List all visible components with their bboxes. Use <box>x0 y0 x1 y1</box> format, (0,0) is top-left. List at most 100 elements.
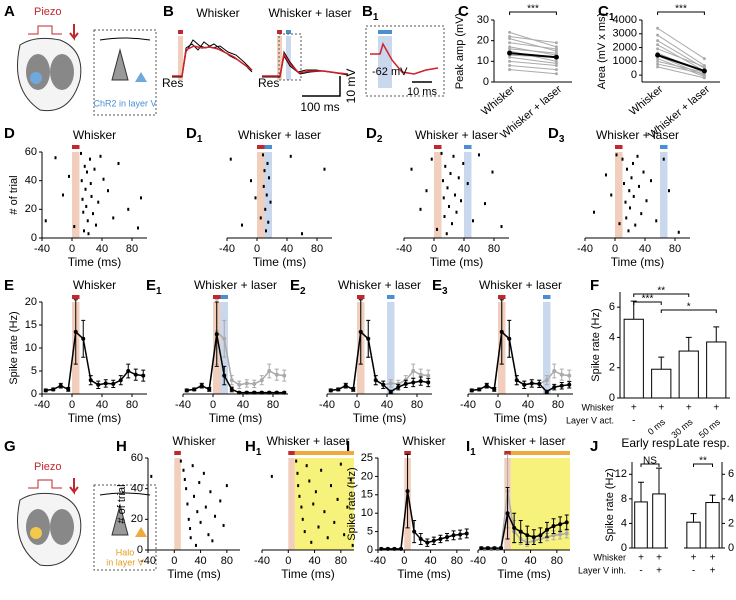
piezo-label: Piezo <box>34 6 62 18</box>
rate-point <box>351 387 356 392</box>
pair-point <box>656 26 660 30</box>
spike <box>266 161 269 165</box>
spike <box>140 196 142 200</box>
x-axis-label: Time (ms) <box>68 255 122 269</box>
rate-point <box>484 383 489 388</box>
panel-label: C1 <box>598 3 615 23</box>
rate-point <box>229 387 234 392</box>
schematic-g: G Piezo Halo in layer V <box>4 438 157 571</box>
panel-subscript: 2 <box>300 286 306 297</box>
row-value: + <box>658 403 664 414</box>
spike <box>314 490 317 494</box>
spike <box>127 207 130 211</box>
rate-point <box>537 381 542 386</box>
y-tick-label: 20 <box>477 35 489 47</box>
rate-point <box>418 536 423 541</box>
x-tick-label: 40 <box>424 555 436 567</box>
chart-title: Whisker <box>172 434 215 448</box>
x-tick-label: 0 <box>69 399 75 411</box>
rate-line <box>45 330 144 392</box>
spike <box>264 207 267 211</box>
x-axis-label: Time (ms) <box>281 567 335 581</box>
spike <box>449 172 452 175</box>
pair-point <box>554 63 558 67</box>
error-bar <box>713 326 720 342</box>
chart-title: Whisker + laser <box>266 434 349 448</box>
vm-label: -62 mV <box>372 66 408 78</box>
pair-point <box>508 41 512 45</box>
spike <box>250 179 252 183</box>
rate-point <box>499 329 504 334</box>
spike <box>265 193 268 197</box>
rate-point <box>366 336 371 341</box>
spike <box>86 219 89 223</box>
y-tick-label: 30 <box>477 14 489 26</box>
spike <box>662 157 665 161</box>
panel-label: B1 <box>362 3 379 23</box>
spike <box>298 494 301 498</box>
spike <box>642 170 645 174</box>
rate-point <box>379 546 384 551</box>
mean-line <box>657 54 705 72</box>
pair-point <box>554 68 558 72</box>
spike <box>62 193 64 197</box>
stim-bar <box>288 451 295 455</box>
spike <box>207 533 210 537</box>
y-tick-label: 25 <box>361 452 373 464</box>
rate-point <box>43 388 48 393</box>
y-tick-label: 2 <box>609 362 615 374</box>
significance-bracket <box>640 463 660 467</box>
stim-shade <box>464 152 472 238</box>
rate-point <box>282 390 287 395</box>
opsin-label: Halo <box>116 547 135 557</box>
spike <box>623 182 625 186</box>
rate-point <box>477 387 482 392</box>
rate-point <box>544 389 549 394</box>
row-value: + <box>710 566 716 577</box>
x-tick-label: 0 <box>495 399 501 411</box>
mean-point <box>701 68 707 74</box>
x-tick-label: 80 <box>126 243 138 255</box>
spike <box>323 167 326 171</box>
spike <box>645 199 648 203</box>
rate-point <box>567 373 572 378</box>
pair-point <box>656 33 660 37</box>
spike <box>199 520 202 524</box>
rate-point <box>551 533 556 538</box>
rate-point <box>274 372 279 377</box>
panel-label: J <box>590 438 598 455</box>
x-tick-label: 40 <box>524 555 536 567</box>
panel-label: E3 <box>432 277 448 297</box>
y-tick-label: 0 <box>31 388 37 400</box>
rate-point <box>458 532 463 537</box>
rate-point <box>73 329 78 334</box>
rate-point <box>438 536 443 541</box>
panel-subscript: 3 <box>559 134 565 145</box>
panel-label: F <box>590 277 599 294</box>
spike <box>263 169 266 173</box>
spike <box>445 232 448 236</box>
spike <box>182 468 185 472</box>
spike <box>44 219 47 223</box>
rate-line <box>471 330 570 393</box>
spike <box>636 154 639 158</box>
rate-point <box>411 369 416 373</box>
rate-point <box>88 378 93 383</box>
spike <box>478 153 480 157</box>
error-bar <box>685 336 692 352</box>
spike <box>444 164 447 168</box>
rate-point <box>103 381 108 386</box>
y-tick-label: 60 <box>25 146 37 158</box>
condition-label: Whisker <box>196 6 239 20</box>
spike <box>430 157 433 161</box>
spike <box>92 212 94 216</box>
x-tick-label: 0 <box>285 555 291 567</box>
stim-bar <box>464 145 472 149</box>
spike <box>346 505 349 509</box>
chart-title: Early resp. <box>621 436 678 450</box>
spike <box>193 494 195 498</box>
x-tick-label: -40 <box>140 555 156 567</box>
rate-point <box>512 525 517 530</box>
piezo-step <box>28 25 62 35</box>
